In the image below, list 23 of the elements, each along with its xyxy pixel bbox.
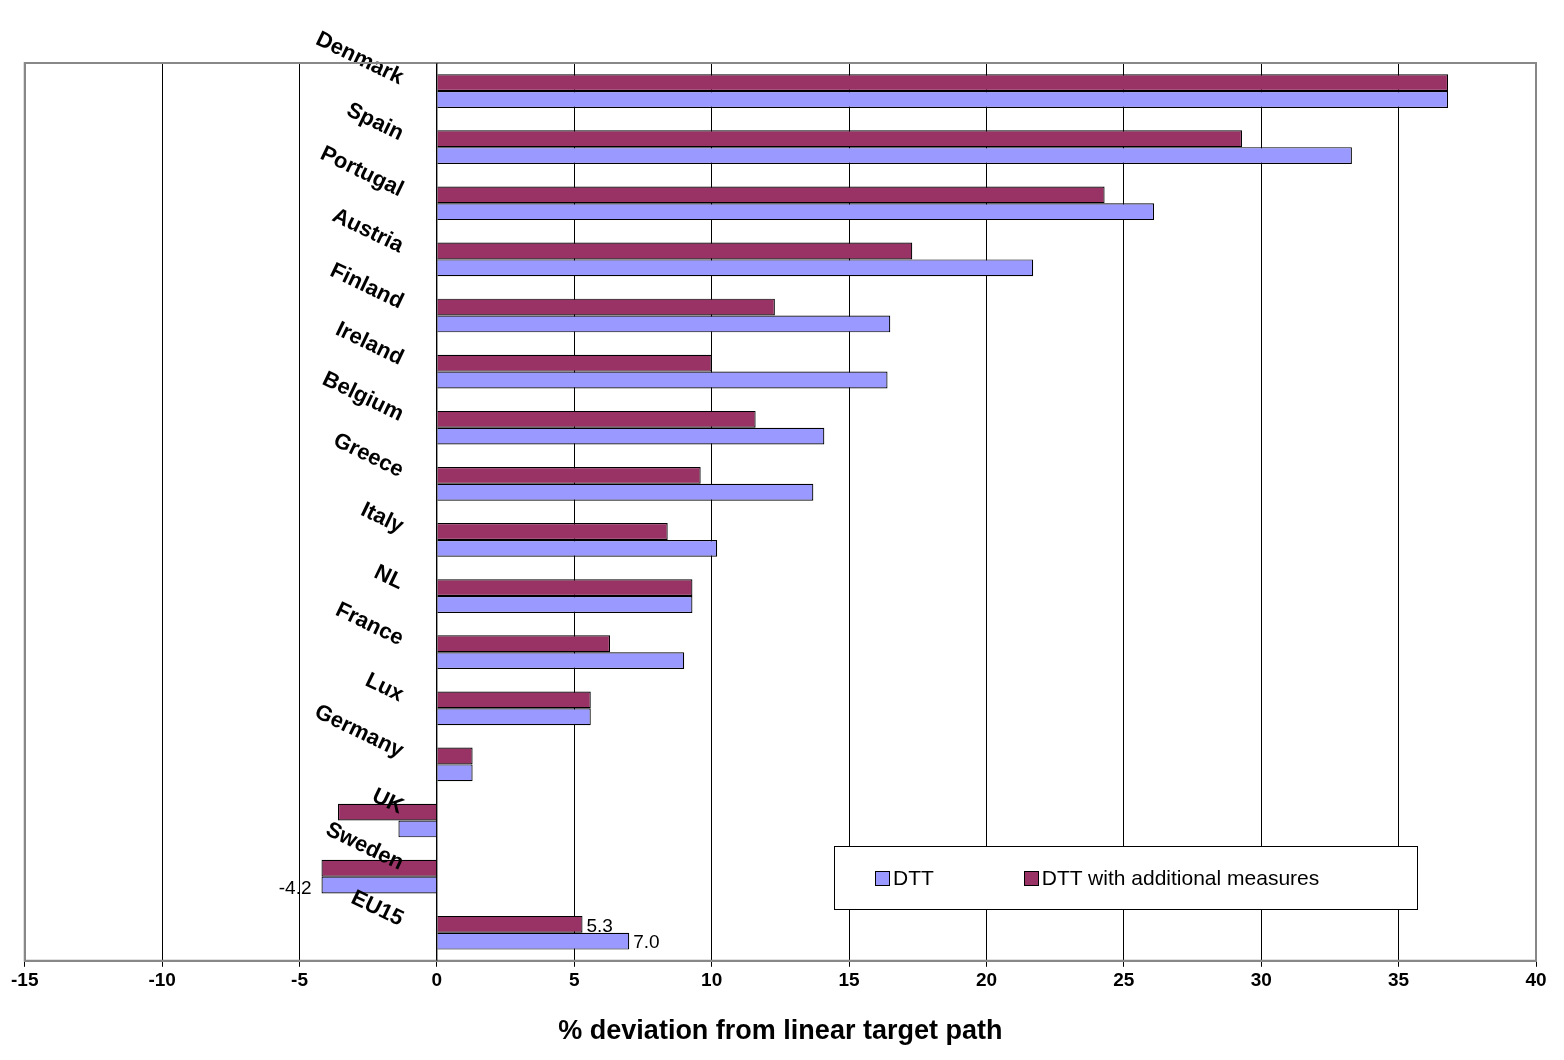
x-tick-label: 15 — [838, 969, 861, 991]
x-tick-label: 30 — [1250, 969, 1272, 991]
y-tick-label: EU15 — [347, 884, 408, 931]
legend-label: DTT — [893, 866, 934, 890]
y-tick-label: Spain — [343, 96, 408, 146]
x-tick-label: 5 — [568, 969, 580, 991]
y-tick-label: UK — [368, 782, 409, 819]
x-tick-label: -5 — [291, 969, 309, 991]
data-label: 7.0 — [633, 931, 660, 953]
x-tick-label: 0 — [431, 969, 443, 991]
x-tick-label: 25 — [1113, 969, 1135, 991]
y-tick-label: Lux — [361, 666, 409, 707]
y-tick-label: Italy — [357, 496, 409, 539]
x-tick-label: 10 — [701, 969, 723, 991]
x-tick-label: 35 — [1388, 969, 1410, 991]
y-tick-label: NL — [370, 558, 408, 595]
x-axis-title: % deviation from linear target path — [558, 1015, 1003, 1046]
data-label: 5.3 — [586, 914, 613, 936]
x-tick-label: -10 — [148, 969, 176, 991]
x-tick-label: -15 — [11, 969, 39, 991]
legend-label: DTT with additional measures — [1041, 866, 1320, 890]
x-tick-label: 40 — [1525, 969, 1547, 991]
x-tick-label: 20 — [975, 969, 998, 991]
